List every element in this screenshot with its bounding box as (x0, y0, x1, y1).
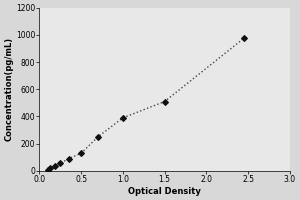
Point (121, 116, 125, 119)
Point (48, 167, 53, 170)
Point (58, 162, 63, 165)
X-axis label: Optical Density: Optical Density (128, 187, 201, 196)
Point (95, 135, 100, 138)
Point (52, 165, 57, 168)
Point (66, 157, 71, 160)
Y-axis label: Concentration(pg/mL): Concentration(pg/mL) (4, 37, 13, 141)
Point (45, 168, 50, 171)
Point (162, 100, 167, 103)
Point (79, 152, 84, 155)
Point (242, 37, 246, 40)
